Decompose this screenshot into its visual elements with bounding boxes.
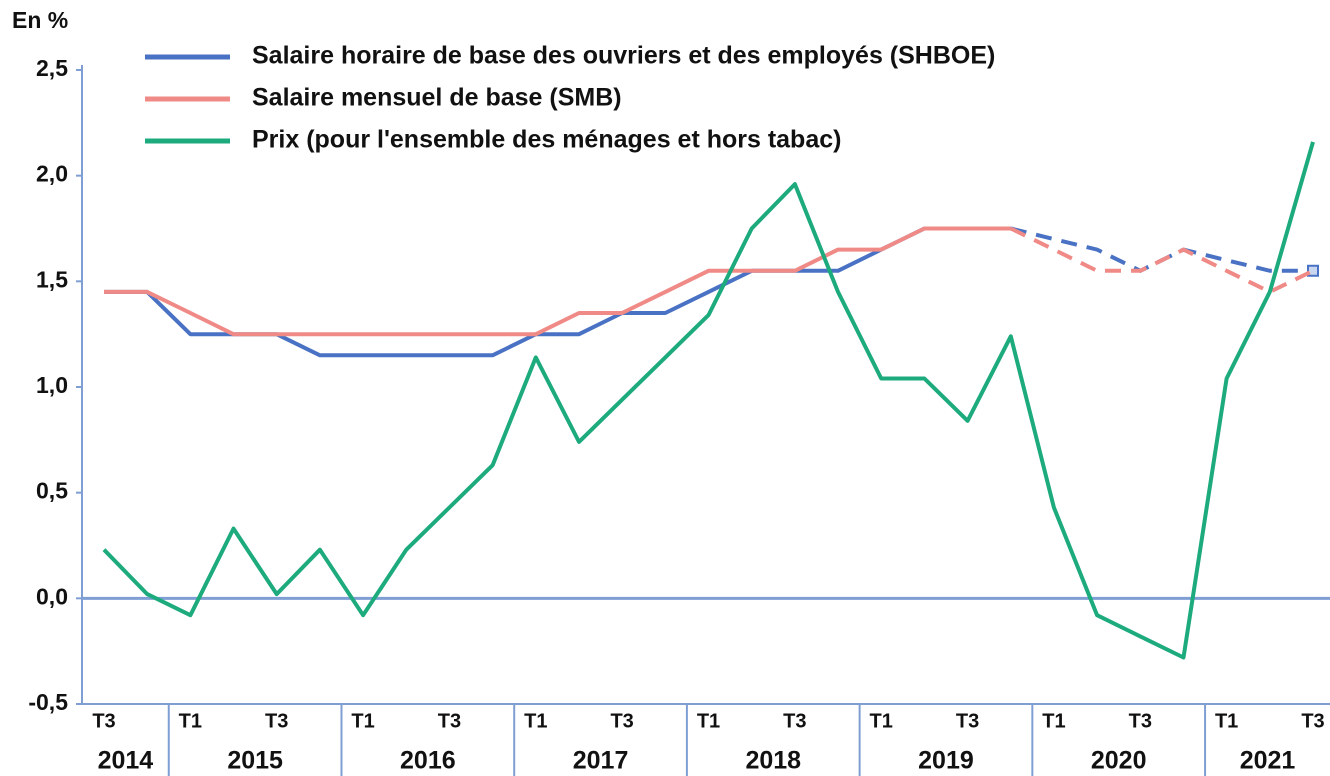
x-tick-label: T3 [783,710,806,732]
y-tick-label: -0,5 [28,689,68,715]
y-axis-label: En % [12,7,68,33]
legend-label: Salaire mensuel de base (SMB) [252,84,622,112]
line-dashed [1009,226,1314,295]
y-tick-label: 2,0 [36,161,68,187]
y-tick-label: 2,5 [36,55,68,81]
legend-label: Prix (pour l'ensemble des ménages et hor… [252,126,841,154]
x-tick-label: T1 [1215,710,1238,732]
year-label: 2018 [745,747,801,775]
line [102,141,1315,660]
line [104,226,1011,358]
year-label: 2020 [1091,747,1147,775]
year-label: 2017 [573,747,629,775]
x-tick-label: T3 [1301,710,1324,732]
x-tick-label: T1 [351,710,374,732]
end-marker [1307,264,1319,277]
legend-label: Salaire horaire de base des ouvriers et … [252,42,995,70]
x-tick-label: T1 [524,710,547,732]
x-tick-label: T3 [956,710,979,732]
x-tick-label: T1 [697,710,720,732]
year-label: 2019 [918,747,974,775]
x-tick-label: T3 [438,710,461,732]
y-tick-label: 0,0 [36,583,68,609]
y-tick-label: 0,5 [36,478,68,504]
x-tick-label: T1 [179,710,202,732]
x-tick-label: T3 [610,710,633,732]
year-label: 2014 [98,747,154,775]
y-tick-label: 1,5 [36,266,68,292]
year-label: 2016 [400,747,456,775]
year-label: 2015 [227,747,283,775]
line [104,226,1011,337]
x-tick-label: T3 [92,710,115,732]
y-tick-label: 1,0 [36,372,68,398]
x-tick-label: T1 [870,710,893,732]
year-label: 2021 [1240,747,1296,775]
x-tick-label: T3 [265,710,288,732]
x-tick-label: T3 [1129,710,1152,732]
line-dashed [1010,226,1313,274]
x-tick-label: T1 [1042,710,1065,732]
